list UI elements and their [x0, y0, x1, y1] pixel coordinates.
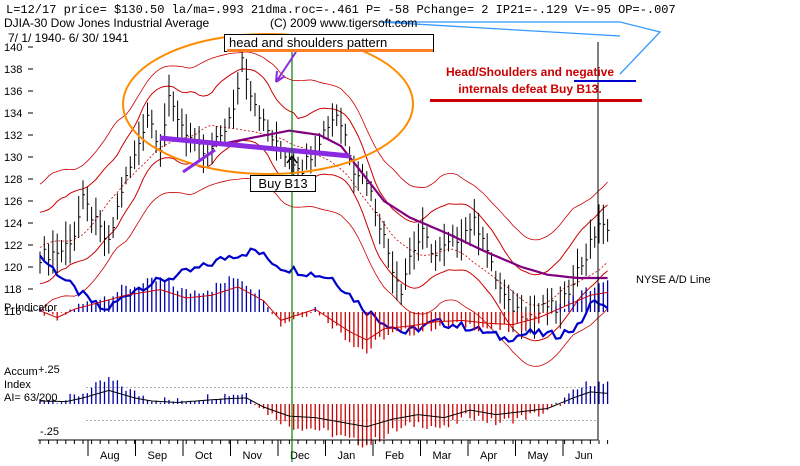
y-tick-label: 134 [4, 108, 22, 120]
y-tick-label: 138 [4, 64, 22, 76]
accum-bottom-label: -.25 [40, 426, 59, 438]
accum-label-3: AI= 63/200 [4, 392, 58, 404]
nyse-ad-label: NYSE A/D Line [636, 274, 711, 286]
y-tick-label: 120 [4, 262, 22, 274]
copyright: (C) 2009 www.tigersoft.com [270, 16, 418, 30]
y-tick-label: 118 [4, 284, 22, 296]
stats-line: L=12/17 price= $130.50 la/ma=.993 21dma.… [6, 3, 676, 17]
accum-label-2: Index [4, 379, 31, 391]
series-name: DJIA-30 Dow Jones Industrial Average [4, 16, 210, 30]
date-range: 7/ 1/ 1940- 6/ 30/ 1941 [8, 31, 129, 45]
pattern-label: head and shoulders pattern [224, 34, 434, 52]
x-tick-label: Jun [575, 450, 593, 462]
x-tick-label: Mar [433, 450, 452, 462]
x-tick-label: Oct [195, 450, 212, 462]
annotation-line-2: internals defeat Buy B13. [458, 82, 602, 96]
x-tick-label: Apr [480, 450, 497, 462]
y-tick-label: 116 [4, 306, 22, 318]
p-indicator-ma [39, 286, 608, 341]
x-tick-label: Sep [148, 450, 168, 462]
y-tick-label: 136 [4, 86, 22, 98]
y-tick-label: 132 [4, 130, 22, 142]
outer-upper-band [39, 51, 608, 241]
moving-average [211, 129, 608, 280]
x-tick-label: Jan [338, 450, 356, 462]
y-tick-label: 128 [4, 174, 22, 186]
y-tick-label: 130 [4, 152, 22, 164]
pattern-ellipse [122, 33, 414, 175]
annotation-box: Head/Shoulders and negative internals de… [420, 64, 640, 100]
buy-signal-box: Buy B13 [250, 175, 316, 192]
pointer-lines [380, 21, 662, 75]
x-tick-label: Aug [100, 450, 120, 462]
pointer-line-2 [379, 21, 621, 37]
x-tick-label: Nov [243, 450, 263, 462]
buy-arrow [286, 155, 298, 172]
y-tick-label: 122 [4, 240, 22, 252]
y-tick-label: 124 [4, 218, 22, 230]
annotation-bar-2 [430, 99, 642, 102]
annotation-line-1: Head/Shoulders and negative [445, 65, 615, 79]
y-tick-label: 140 [4, 42, 22, 54]
p-indicator-label: P-Indicator [4, 302, 58, 314]
accum-ma [39, 389, 608, 428]
center-band [39, 124, 608, 306]
annotation-bar-1 [574, 80, 636, 82]
neckline-stub [182, 148, 216, 174]
x-tick-label: Feb [385, 450, 404, 462]
head-pointer-arrow [275, 51, 297, 83]
accum-top-label: +.25 [38, 364, 60, 376]
pattern-underline [227, 49, 433, 52]
x-tick-label: May [528, 450, 549, 462]
x-tick-label: Dec [290, 450, 310, 462]
lower-band [39, 139, 608, 342]
y-tick-label: 126 [4, 196, 22, 208]
neckline [159, 135, 351, 159]
outer-lower-band [39, 177, 608, 367]
accum-label-1: Accum [4, 366, 38, 378]
